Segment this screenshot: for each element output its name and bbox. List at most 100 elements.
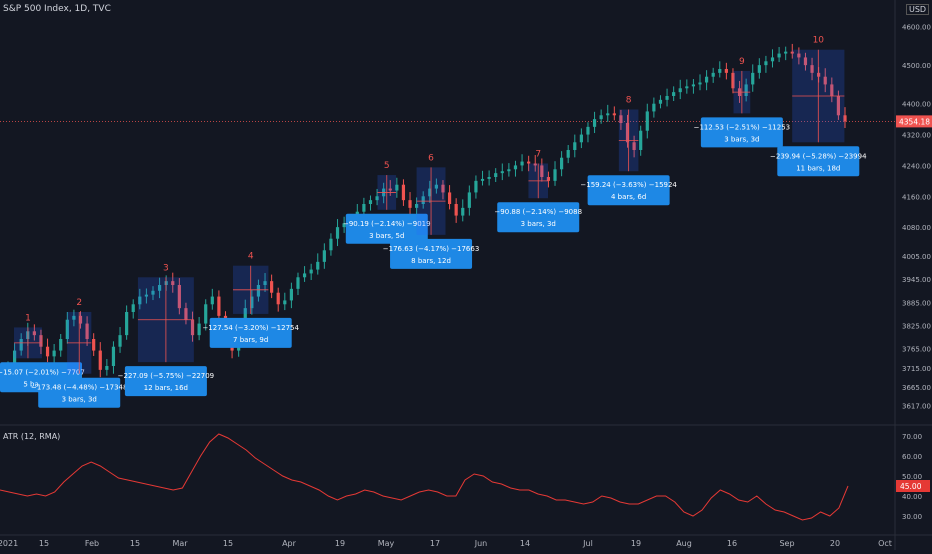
drawdown-bars: 8 bars, 12d bbox=[411, 257, 451, 265]
time-tick: 20 bbox=[830, 539, 840, 548]
drawdown-label-box bbox=[497, 202, 580, 233]
time-tick: 16 bbox=[727, 539, 737, 548]
price-tick: 3885.00 bbox=[902, 299, 931, 307]
atr-current-label: 45.00 bbox=[900, 482, 922, 491]
candle-body bbox=[658, 99, 663, 104]
candle-body bbox=[39, 335, 43, 347]
drawdown-label: −112.53 (−2.51%) −11253 bbox=[694, 123, 791, 131]
candle-body bbox=[619, 115, 623, 123]
candle-body bbox=[309, 269, 313, 274]
drawdown-bars: 3 bars, 3d bbox=[521, 220, 556, 228]
atr-line bbox=[0, 433, 849, 521]
drawdown-number: 5 bbox=[384, 161, 390, 171]
time-tick: 15 bbox=[39, 539, 49, 548]
candle-body bbox=[513, 165, 518, 170]
time-tick: Apr bbox=[282, 539, 297, 548]
time-tick: Sep bbox=[779, 539, 794, 548]
candle-body bbox=[540, 165, 544, 177]
currency-label[interactable]: USD bbox=[906, 4, 930, 15]
time-tick: Feb bbox=[85, 539, 99, 548]
drawdown-label: −239.94 (−5.28%) −23994 bbox=[770, 152, 867, 160]
candle-body bbox=[92, 339, 96, 351]
candle-body bbox=[302, 273, 307, 278]
time-tick: 2021 bbox=[0, 539, 18, 548]
candle-body bbox=[138, 296, 142, 305]
drawdown-label: −173.48 (−4.48%) −17348 bbox=[31, 384, 128, 392]
candle-body bbox=[12, 350, 17, 366]
candle-body bbox=[375, 196, 379, 201]
candle-body bbox=[704, 76, 709, 83]
candle-body bbox=[830, 84, 834, 96]
price-tick: 3765.00 bbox=[902, 346, 931, 354]
candle-body bbox=[144, 294, 149, 297]
candle-body bbox=[190, 319, 195, 336]
time-tick: Aug bbox=[676, 539, 692, 548]
time-tick: May bbox=[378, 539, 395, 548]
current-price-badge bbox=[896, 115, 932, 128]
price-tick: 4320.00 bbox=[902, 132, 931, 140]
candle-body bbox=[65, 319, 69, 339]
candle-body bbox=[520, 161, 524, 166]
candle-body bbox=[59, 339, 63, 351]
drawdown-bars: 4 bars, 6d bbox=[611, 193, 646, 201]
candle-body bbox=[823, 76, 827, 85]
candle-body bbox=[494, 173, 498, 177]
candle-body bbox=[85, 323, 89, 339]
candle-body bbox=[599, 115, 603, 120]
candle-body bbox=[270, 281, 274, 293]
drawdown-label: −176.63 (−4.17%) −17663 bbox=[383, 245, 480, 253]
price-tick: 3665.00 bbox=[902, 384, 931, 392]
price-tick: 3825.00 bbox=[902, 323, 931, 331]
candle-body bbox=[724, 69, 728, 73]
drawdown-label-box bbox=[700, 117, 783, 148]
candle-body bbox=[335, 227, 340, 239]
candle-body bbox=[553, 169, 557, 181]
candle-body bbox=[744, 84, 748, 96]
candle-body bbox=[711, 72, 715, 77]
chart-title: S&P 500 Index, 1D, TVC bbox=[3, 4, 111, 14]
candle-body bbox=[401, 184, 406, 201]
candle-body bbox=[586, 126, 590, 135]
drawdown-label-box bbox=[587, 175, 670, 206]
candle-body bbox=[210, 296, 214, 305]
price-tick: 4005.00 bbox=[902, 253, 931, 261]
candle-body bbox=[474, 180, 478, 193]
candle-body bbox=[480, 178, 485, 181]
time-tick: Mar bbox=[172, 539, 188, 548]
time-tick: 15 bbox=[223, 539, 233, 548]
drawdown-label: −90.88 (−2.14%) −9088 bbox=[494, 208, 582, 216]
drawdown-number: 2 bbox=[76, 298, 82, 308]
drawdown-number: 4 bbox=[248, 252, 254, 262]
time-tick: 19 bbox=[631, 539, 641, 548]
drawdown-label-box bbox=[390, 238, 473, 269]
drawdown-label: −227.09 (−5.75%) −22709 bbox=[118, 372, 215, 380]
candle-body bbox=[764, 61, 768, 66]
price-tick: 3715.00 bbox=[902, 365, 931, 373]
candle-body bbox=[836, 96, 841, 116]
atr-tick: 30.00 bbox=[902, 513, 922, 521]
candle-body bbox=[177, 285, 181, 309]
candle-body bbox=[777, 53, 781, 58]
candle-body bbox=[342, 223, 346, 228]
atr-tick: 40.00 bbox=[902, 493, 922, 501]
drawdown-bars: 3 bars, 3d bbox=[724, 135, 759, 143]
candle-body bbox=[560, 157, 564, 170]
price-tick: 4400.00 bbox=[902, 101, 931, 109]
candle-body bbox=[447, 192, 452, 204]
candle-body bbox=[546, 177, 551, 181]
candle-body bbox=[78, 315, 83, 324]
candle-body bbox=[415, 204, 419, 208]
price-tick: 3945.00 bbox=[902, 276, 931, 284]
candle-body bbox=[45, 346, 50, 357]
candle-body bbox=[276, 292, 280, 305]
candle-body bbox=[111, 346, 116, 366]
candle-body bbox=[612, 113, 616, 116]
drawdown-bars: 12 bars, 16d bbox=[144, 384, 188, 392]
atr-tick: 70.00 bbox=[902, 433, 922, 441]
price-tick: 4080.00 bbox=[902, 224, 931, 232]
drawdown-label: −159.24 (−3.63%) −15924 bbox=[580, 181, 677, 189]
candle-body bbox=[573, 142, 577, 150]
candle-body bbox=[645, 111, 649, 131]
candle-body bbox=[454, 204, 458, 216]
